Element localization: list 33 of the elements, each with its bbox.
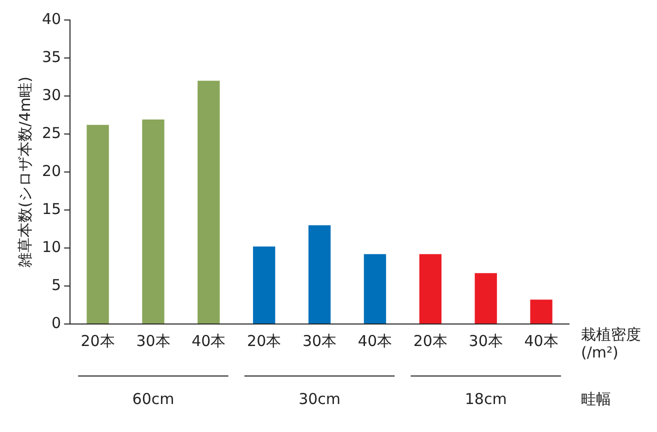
bar <box>308 225 331 324</box>
y-tick-label: 5 <box>52 276 62 294</box>
x-tick-label: 40本 <box>524 332 558 350</box>
x-tick-label: 40本 <box>358 332 392 350</box>
x-tick-label: 30本 <box>468 332 503 350</box>
y-tick-label: 30 <box>42 86 62 104</box>
bar <box>253 246 276 324</box>
text: 畦幅 <box>581 390 611 408</box>
y-tick-label: 10 <box>42 238 62 256</box>
bar <box>142 120 164 324</box>
text: 60cm <box>132 390 174 408</box>
bar <box>86 124 109 324</box>
x-tick-label: 20本 <box>80 332 115 350</box>
bar <box>530 300 552 324</box>
y-tick-label: 20 <box>42 162 62 180</box>
x-tick-label: 20本 <box>247 332 282 350</box>
bar <box>474 273 497 324</box>
x-tick-label: 20本 <box>413 332 448 350</box>
text: 30cm <box>298 390 341 408</box>
bar <box>364 254 386 324</box>
bar <box>419 254 442 324</box>
bar <box>198 80 220 324</box>
y-tick-label: 0 <box>52 314 62 332</box>
x-tick-label: 40本 <box>192 332 226 350</box>
x-axis-title: 栽植密度(/m²) <box>581 325 641 362</box>
y-tick-label: 40 <box>42 10 62 28</box>
text: 18cm <box>464 390 507 408</box>
y-tick-label: 35 <box>42 48 62 66</box>
x-tick-label: 30本 <box>136 332 170 350</box>
y-axis-title: 雑草本数(シロザ本数/4m畦) <box>16 76 34 268</box>
y-tick-label: 15 <box>42 200 62 218</box>
x-tick-label: 30本 <box>302 332 337 350</box>
y-tick-label: 25 <box>42 124 62 142</box>
